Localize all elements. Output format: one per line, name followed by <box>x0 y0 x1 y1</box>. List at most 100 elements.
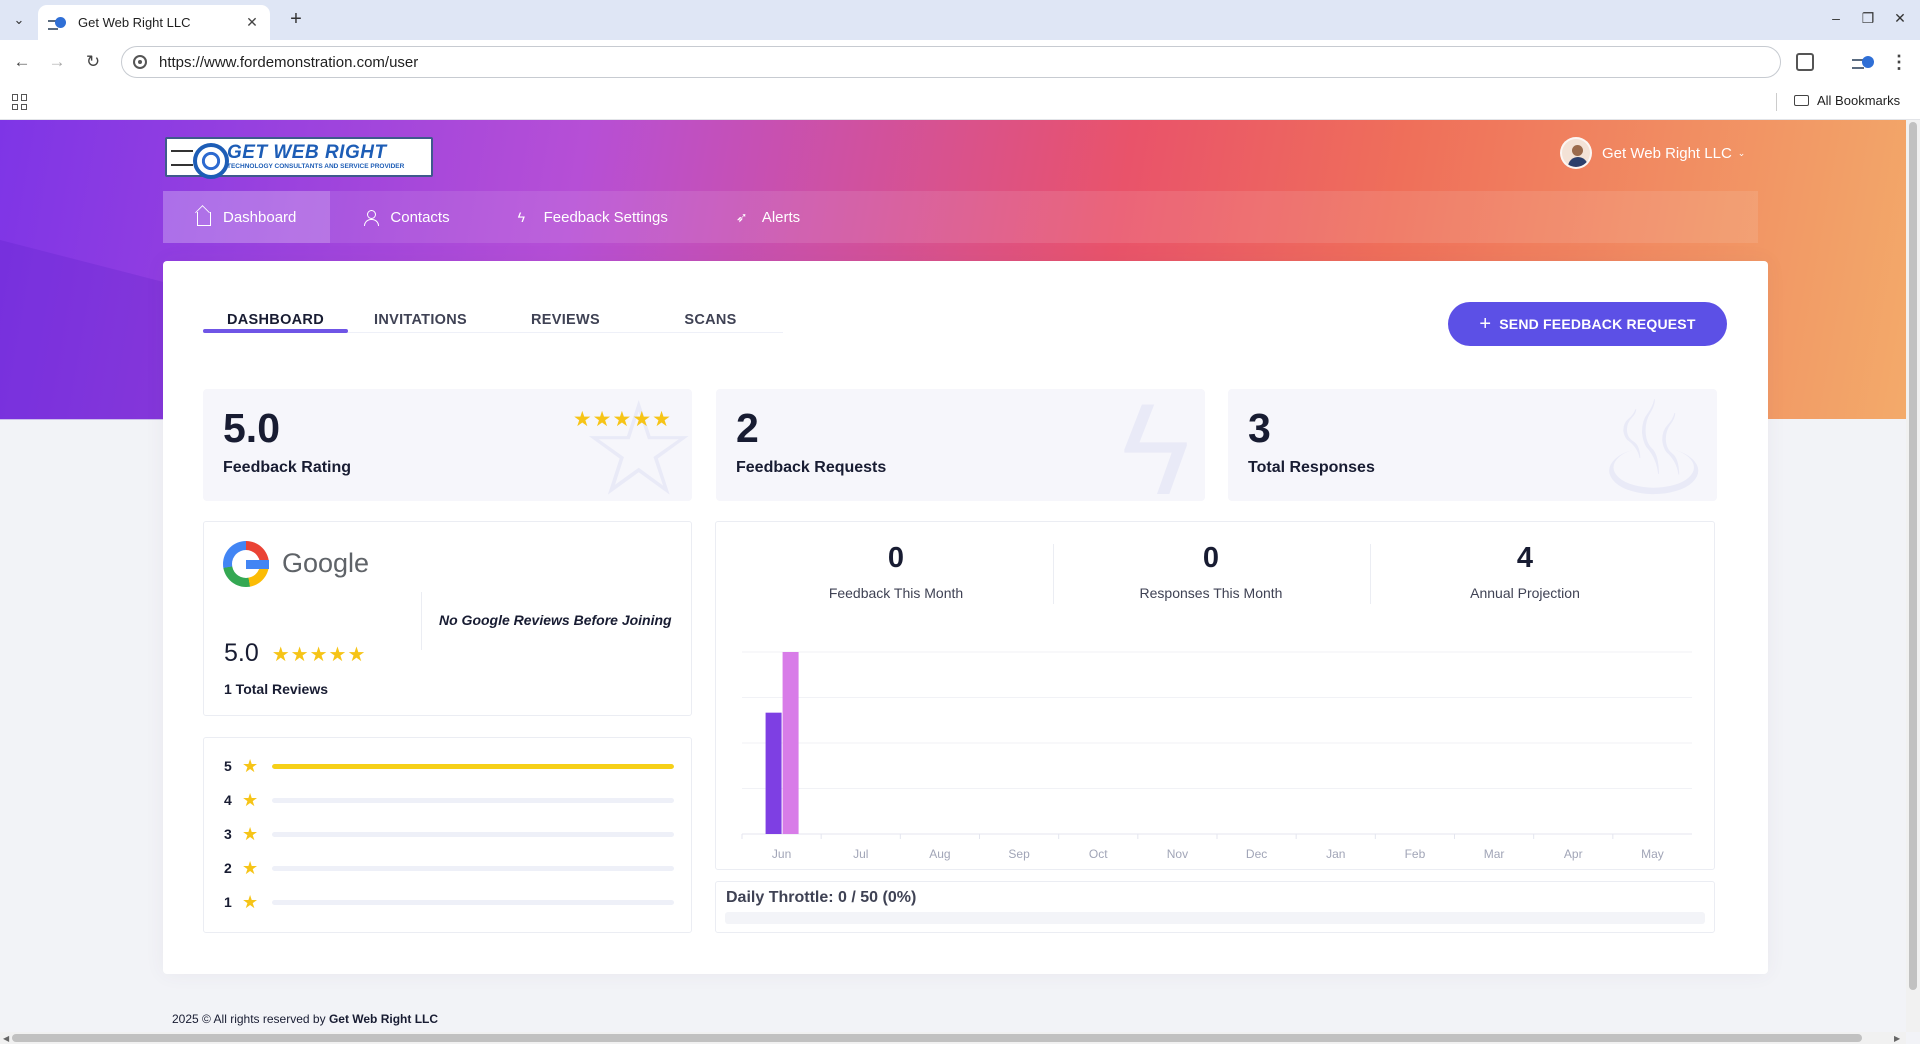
kpi-value: 4 <box>1516 542 1534 574</box>
all-bookmarks-label: All Bookmarks <box>1817 93 1901 108</box>
tab-search-chevron-icon[interactable]: ⌄ <box>13 12 25 27</box>
profile-icon[interactable] <box>1852 55 1874 69</box>
distribution-star-count: 4 <box>224 792 232 808</box>
site-favicon-icon <box>48 16 66 30</box>
nav-item-feedback-settings[interactable]: ϟ Feedback Settings <box>484 191 702 243</box>
minimize-icon[interactable]: – <box>1832 10 1840 26</box>
distribution-track <box>272 831 674 837</box>
vertical-scroll-thumb[interactable] <box>1909 122 1917 990</box>
chart-x-tick-label: Apr <box>1564 847 1583 861</box>
extensions-icon[interactable] <box>1796 53 1814 71</box>
reload-icon[interactable]: ↻ <box>85 52 101 71</box>
monthly-activity-chart: Jun Jul Aug Sep Oct Nov Dec Jan Feb Mar Apr May <box>741 651 1692 861</box>
stat-label: Feedback Requests <box>736 459 887 476</box>
back-icon[interactable]: ← <box>13 52 31 71</box>
chart-x-tick-label: Jul <box>853 847 868 861</box>
google-rating-stars: ★★★★★ <box>271 644 367 666</box>
nav-item-label: Dashboard <box>223 208 297 226</box>
chart-x-tick-label: Oct <box>1089 847 1108 861</box>
window-close-icon[interactable]: ✕ <box>1894 10 1906 26</box>
flame-watermark-icon: ♨ <box>1595 389 1712 501</box>
stat-value: 3 <box>1248 405 1271 451</box>
distribution-star-count: 1 <box>224 894 232 910</box>
nav-item-dashboard[interactable]: Dashboard <box>163 191 331 243</box>
distribution-track <box>272 763 674 769</box>
address-bar[interactable]: https://www.fordemonstration.com/user <box>121 46 1781 78</box>
folder-icon <box>1794 95 1809 106</box>
distribution-row: 2 ★ <box>224 858 674 878</box>
stat-label: Total Responses <box>1248 459 1375 476</box>
logo-title: GET WEB RIGHT <box>227 142 387 164</box>
star-icon: ★ <box>242 857 259 878</box>
chart-x-tick-label: May <box>1641 847 1664 861</box>
distribution-star-count: 2 <box>224 860 232 876</box>
site-info-icon[interactable] <box>133 55 147 69</box>
company-logo[interactable]: GET WEB RIGHT TECHNOLOGY CONSULTANTS AND… <box>165 137 433 179</box>
distribution-row: 3 ★ <box>224 824 674 844</box>
star-watermark-icon: ☆ <box>580 389 692 501</box>
kpi-responses-this-month: 0 Responses This Month <box>1111 542 1311 601</box>
kpi-feedback-this-month: 0 Feedback This Month <box>796 542 996 601</box>
google-wordmark: Google <box>282 548 370 578</box>
scroll-left-arrow-icon[interactable]: ◀ <box>3 1034 10 1043</box>
chart-x-tick-label: Feb <box>1405 847 1426 861</box>
horizontal-scroll-thumb[interactable] <box>12 1034 1862 1042</box>
vertical-scrollbar[interactable] <box>1906 120 1920 1032</box>
user-menu[interactable]: Get Web Right LLC ⌄ <box>1560 137 1745 169</box>
tab-title: Get Web Right LLC <box>78 15 191 30</box>
user-icon <box>364 210 380 226</box>
new-tab-icon[interactable]: + <box>290 8 302 30</box>
rocket-icon: ➶ <box>735 209 748 225</box>
tab-dashboard[interactable]: DASHBOARD <box>203 301 348 333</box>
rating-stars: ★★★★★ <box>572 408 672 431</box>
distribution-row: 4 ★ <box>224 790 674 810</box>
google-note: No Google Reviews Before Joining <box>439 612 672 628</box>
logo-subtitle: TECHNOLOGY CONSULTANTS AND SERVICE PROVI… <box>227 163 405 171</box>
footer: 2025 © All rights reserved by Get Web Ri… <box>172 1012 438 1026</box>
kpi-value: 0 <box>887 542 905 574</box>
footer-text: 2025 © All rights reserved by <box>172 1012 326 1026</box>
chart-x-tick-label: Sep <box>1008 847 1030 861</box>
nav-item-contacts[interactable]: Contacts <box>330 191 483 243</box>
browser-tab-bar: ⌄ Get Web Right LLC ✕ + – ❐ ✕ <box>0 0 1920 40</box>
chevron-down-icon: ⌄ <box>1737 147 1746 158</box>
horizontal-scrollbar[interactable]: ◀ ▶ <box>0 1032 1906 1044</box>
apps-grid-icon[interactable] <box>12 94 28 110</box>
google-total-reviews: 1 Total Reviews <box>224 681 329 697</box>
scroll-right-arrow-icon[interactable]: ▶ <box>1894 1034 1901 1043</box>
distribution-star-count: 3 <box>224 826 232 842</box>
chart-x-tick-label: Jun <box>772 847 791 861</box>
divider <box>421 592 422 650</box>
nav-item-alerts[interactable]: ➶ Alerts <box>702 191 834 243</box>
kpi-label: Annual Projection <box>1470 585 1580 601</box>
kpi-label: Responses This Month <box>1139 585 1283 601</box>
tab-invitations[interactable]: INVITATIONS <box>374 312 467 328</box>
tab-scans[interactable]: SCANS <box>684 312 737 328</box>
browser-menu-icon[interactable]: ⋮ <box>1890 52 1908 72</box>
distribution-fill <box>272 763 674 769</box>
bookmarks-bar: All Bookmarks <box>0 84 1920 120</box>
sub-tabs: DASHBOARD INVITATIONS REVIEWS SCANS <box>203 301 783 333</box>
chart-x-tick-label: Mar <box>1484 847 1505 861</box>
stat-feedback-rating: ☆ 5.0 Feedback Rating ★★★★★ <box>203 389 692 501</box>
stat-feedback-requests: ϟ 2 Feedback Requests <box>716 389 1205 501</box>
footer-company[interactable]: Get Web Right LLC <box>328 1012 439 1026</box>
tab-close-icon[interactable]: ✕ <box>246 14 258 30</box>
chart-bar <box>782 652 799 834</box>
chart-x-tick-label: Dec <box>1246 847 1267 861</box>
forward-icon[interactable]: → <box>48 52 66 71</box>
user-name: Get Web Right LLC <box>1602 144 1732 162</box>
stat-label: Feedback Rating <box>223 459 352 476</box>
daily-throttle-panel: Daily Throttle: 0 / 50 (0%) <box>715 881 1715 933</box>
restore-icon[interactable]: ❐ <box>1861 10 1875 26</box>
stat-value: 2 <box>736 405 759 451</box>
home-icon <box>197 212 211 226</box>
all-bookmarks-button[interactable]: All Bookmarks <box>1794 93 1900 108</box>
google-rating-value: 5.0 <box>224 639 259 667</box>
send-feedback-request-button[interactable]: + SEND FEEDBACK REQUEST <box>1448 302 1727 346</box>
browser-tab[interactable]: Get Web Right LLC ✕ <box>38 5 270 40</box>
throttle-progress-track <box>725 912 1705 924</box>
activity-panel: 0 Feedback This Month 0 Responses This M… <box>715 521 1715 870</box>
distribution-track <box>272 899 674 905</box>
tab-reviews[interactable]: REVIEWS <box>531 312 600 328</box>
